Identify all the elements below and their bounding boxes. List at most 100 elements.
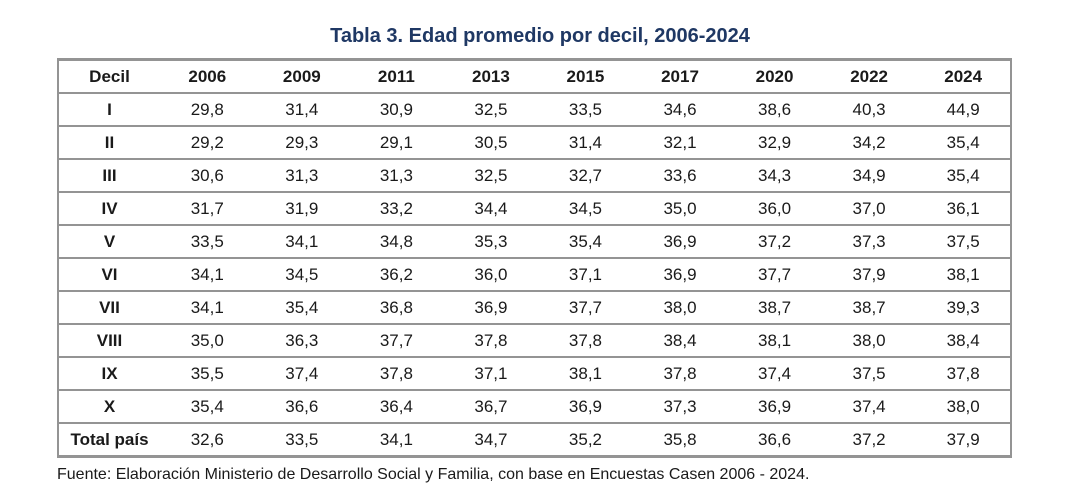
cell-value: 38,7 [852, 298, 886, 317]
cell-value: 34,6 [663, 100, 697, 119]
cell-value: 38,7 [758, 298, 792, 317]
column-header-year: 2011 [377, 67, 415, 86]
cell-value: 37,5 [852, 364, 886, 383]
cell-value: 34,8 [379, 232, 413, 251]
cell-value: 34,5 [568, 199, 602, 218]
cell-value: 31,4 [568, 133, 602, 152]
cell-value: 40,3 [852, 100, 886, 119]
cell-value: 33,5 [190, 232, 224, 251]
table-row: IX 35,5 37,4 37,8 37,1 38,1 37,8 37,4 37,5 37,8 [58, 357, 1011, 390]
cell-value: 36,2 [379, 265, 413, 284]
row-label: VIII [96, 331, 123, 350]
cell-value: 34,7 [474, 430, 508, 449]
cell-value: 37,7 [379, 331, 413, 350]
row-label: Total país [70, 430, 149, 449]
cell-value: 29,3 [285, 133, 319, 152]
cell-value: 36,4 [379, 397, 413, 416]
cell-value: 35,4 [946, 166, 980, 185]
cell-value: 35,4 [946, 133, 980, 152]
cell-value: 35,8 [663, 430, 697, 449]
cell-value: 37,3 [852, 232, 886, 251]
column-header-year: 2015 [566, 67, 605, 86]
column-header-year: 2006 [188, 67, 227, 86]
cell-value: 37,3 [663, 397, 697, 416]
table-row: X 35,4 36,6 36,4 36,7 36,9 37,3 36,9 37,4 38,0 [58, 390, 1011, 423]
cell-value: 33,5 [568, 100, 602, 119]
cell-value: 37,2 [852, 430, 886, 449]
cell-value: 29,1 [379, 133, 413, 152]
cell-value: 32,5 [474, 100, 508, 119]
cell-value: 37,5 [946, 232, 980, 251]
cell-value: 36,9 [663, 265, 697, 284]
cell-value: 36,0 [474, 265, 508, 284]
cell-value: 32,1 [663, 133, 697, 152]
cell-value: 34,2 [852, 133, 886, 152]
cell-value: 36,6 [758, 430, 792, 449]
cell-value: 31,9 [285, 199, 319, 218]
cell-value: 37,8 [568, 331, 602, 350]
row-label: III [102, 166, 117, 185]
column-header-decil: Decil [89, 67, 130, 86]
cell-value: 38,1 [758, 331, 792, 350]
cell-value: 37,9 [946, 430, 980, 449]
cell-value: 36,9 [663, 232, 697, 251]
cell-value: 35,4 [190, 397, 224, 416]
table-row-total: Total país 32,6 33,5 34,1 34,7 35,2 35,8 36,6 37… [58, 423, 1011, 457]
cell-value: 31,4 [285, 100, 319, 119]
cell-value: 35,0 [190, 331, 224, 350]
cell-value: 31,3 [379, 166, 413, 185]
row-label: X [103, 397, 116, 416]
cell-value: 35,3 [474, 232, 508, 251]
column-header-year: 2022 [850, 67, 889, 86]
column-header-year: 2017 [661, 67, 699, 86]
cell-value: 37,2 [758, 232, 792, 251]
row-label: I [107, 100, 112, 119]
cell-value: 36,1 [946, 199, 980, 218]
table-row: VII 34,1 35,4 36,8 36,9 37,7 38,0 38,7 38,7 39,3 [58, 291, 1011, 324]
cell-value: 36,0 [758, 199, 792, 218]
cell-value: 37,7 [758, 265, 792, 284]
cell-value: 32,9 [758, 133, 792, 152]
cell-value: 37,8 [379, 364, 413, 383]
cell-value: 38,0 [663, 298, 697, 317]
cell-value: 35,5 [190, 364, 224, 383]
source-note: Fuente: Elaboración Ministerio de Desarr… [57, 466, 810, 483]
cell-value: 36,8 [379, 298, 413, 317]
cell-value: 31,3 [285, 166, 319, 185]
table-row: II 29,2 29,3 29,1 30,5 31,4 32,1 32,9 34,2 35,4 [58, 126, 1011, 159]
cell-value: 30,9 [379, 100, 413, 119]
cell-value: 37,4 [285, 364, 319, 383]
row-label: II [104, 133, 115, 152]
cell-value: 34,4 [474, 199, 508, 218]
table-row: VI 34,1 34,5 36,2 36,0 37,1 36,9 37,7 37,9 38,1 [58, 258, 1011, 291]
column-header-year: 2013 [472, 67, 510, 86]
cell-value: 37,1 [568, 265, 602, 284]
cell-value: 37,9 [852, 265, 886, 284]
cell-value: 35,0 [663, 199, 697, 218]
cell-value: 34,1 [285, 232, 319, 251]
cell-value: 34,5 [285, 265, 319, 284]
cell-value: 39,3 [946, 298, 980, 317]
cell-value: 30,6 [190, 166, 224, 185]
cell-value: 36,3 [285, 331, 319, 350]
cell-value: 33,6 [663, 166, 697, 185]
age-by-decile-table: Decil 2006 2009 2011 2013 2015 2017 2020 2022 202… [57, 58, 1012, 458]
row-label: IX [101, 364, 118, 383]
cell-value: 35,4 [285, 298, 319, 317]
cell-value: 32,6 [190, 430, 224, 449]
cell-value: 38,6 [758, 100, 792, 119]
cell-value: 36,9 [758, 397, 792, 416]
cell-value: 32,5 [474, 166, 508, 185]
cell-value: 29,2 [190, 133, 224, 152]
cell-value: 33,2 [379, 199, 413, 218]
table-header-row: Decil 2006 2009 2011 2013 2015 2017 2020 2022 202… [58, 60, 1011, 94]
cell-value: 37,8 [474, 331, 508, 350]
cell-value: 37,4 [758, 364, 792, 383]
table-row: III 30,6 31,3 31,3 32,5 32,7 33,6 34,3 34,9 35,4 [58, 159, 1011, 192]
cell-value: 36,9 [568, 397, 602, 416]
table-row: I 29,8 31,4 30,9 32,5 33,5 34,6 38,6 40,3 44,9 [58, 93, 1011, 126]
cell-value: 37,8 [946, 364, 980, 383]
cell-value: 38,0 [946, 397, 980, 416]
cell-value: 34,1 [379, 430, 413, 449]
cell-value: 35,2 [568, 430, 602, 449]
